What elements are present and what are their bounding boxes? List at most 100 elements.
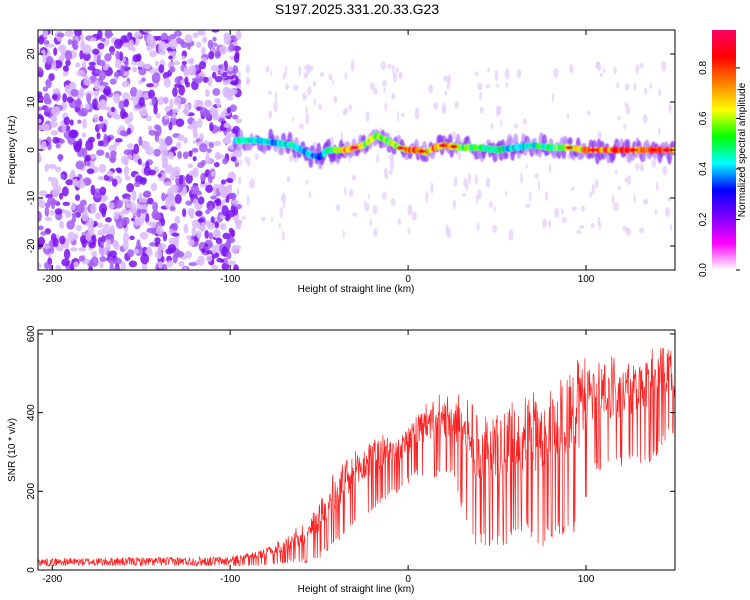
noise-blob [121, 112, 129, 118]
noise-blob [115, 138, 123, 143]
faint-blob [398, 71, 403, 80]
noise-blob [196, 41, 202, 48]
faint-blob [516, 68, 522, 79]
noise-blob [91, 250, 98, 257]
noise-blob [97, 123, 105, 129]
noise-blob [200, 172, 206, 182]
faint-blob [342, 110, 348, 116]
noise-blob [160, 217, 165, 227]
noise-blob [42, 244, 51, 249]
noise-blob [69, 119, 74, 126]
noise-blob [114, 38, 123, 50]
faint-blob [383, 87, 387, 93]
noise-blob [43, 40, 50, 45]
noise-blob [213, 161, 220, 168]
faint-blob [462, 192, 466, 198]
faint-blob [239, 159, 243, 166]
faint-blob [340, 131, 344, 141]
noise-blob [235, 221, 242, 230]
noise-blob [44, 261, 50, 270]
faint-blob [268, 90, 272, 95]
noise-blob [80, 39, 86, 51]
spectrogram-ridge [233, 128, 675, 170]
colorbar-gradient [712, 30, 736, 270]
faint-blob [618, 185, 621, 191]
noise-blob [169, 66, 176, 73]
noise-blob [202, 36, 207, 44]
faint-blob [407, 204, 413, 216]
noise-blob [63, 248, 71, 260]
noise-blob [86, 161, 91, 167]
noise-blob [67, 39, 73, 46]
noise-blob [45, 202, 51, 208]
noise-blob [127, 41, 133, 51]
noise-blob [38, 211, 42, 222]
faint-blob [246, 156, 251, 167]
faint-blob [432, 102, 439, 110]
noise-blob [156, 225, 164, 235]
noise-blob [41, 140, 47, 150]
spectrogram-xtick-label: 100 [578, 274, 595, 285]
noise-blob [77, 119, 82, 124]
noise-blob [214, 97, 220, 104]
snr-xtick-label: 0 [405, 574, 411, 585]
noise-blob [110, 150, 117, 157]
noise-blob [58, 192, 64, 200]
noise-blob [168, 200, 175, 207]
noise-blob [185, 173, 193, 184]
faint-blob [617, 115, 621, 121]
noise-blob [186, 235, 192, 240]
faint-blob [411, 211, 417, 221]
noise-blob [118, 51, 124, 62]
noise-blob [97, 175, 104, 181]
noise-blob [92, 98, 98, 110]
spectrogram-noise [38, 30, 674, 270]
noise-blob [133, 248, 139, 255]
noise-blob [194, 99, 203, 105]
noise-blob [199, 143, 208, 153]
faint-blob [268, 110, 273, 120]
faint-blob [395, 66, 400, 74]
spectrogram-ytick-label: 0 [26, 147, 37, 153]
noise-blob [105, 239, 112, 248]
noise-blob [226, 131, 231, 140]
faint-blob [305, 105, 308, 116]
noise-blob [177, 104, 182, 110]
noise-blob [71, 216, 77, 224]
noise-blob [228, 88, 238, 96]
faint-blob [625, 104, 631, 115]
faint-blob [649, 82, 653, 90]
faint-blob [591, 182, 595, 195]
noise-blob [171, 232, 180, 237]
faint-blob [626, 174, 632, 186]
faint-blob [261, 216, 266, 222]
noise-blob [168, 151, 175, 160]
faint-blob [613, 66, 617, 75]
noise-blob [44, 106, 51, 113]
ridge-halo [567, 137, 573, 145]
noise-blob [183, 266, 188, 270]
faint-blob [642, 114, 648, 124]
faint-blob [494, 69, 499, 82]
faint-blob [312, 80, 316, 87]
noise-blob [205, 209, 211, 215]
noise-blob [162, 264, 168, 270]
faint-blob [367, 193, 370, 200]
faint-blob [624, 83, 630, 91]
noise-blob [231, 199, 240, 205]
noise-blob [80, 235, 87, 244]
faint-blob [614, 170, 618, 175]
noise-blob [184, 76, 189, 85]
noise-blob [74, 62, 81, 68]
noise-blob [209, 122, 214, 132]
noise-blob [109, 78, 117, 85]
noise-blob [169, 33, 177, 40]
noise-blob [181, 60, 187, 66]
noise-blob [226, 75, 235, 80]
faint-blob [576, 229, 582, 235]
noise-blob [222, 80, 230, 86]
faint-blob [284, 83, 290, 90]
faint-blob [451, 131, 457, 140]
snr-panel: -200 -100 0 100 0 200 400 600 Height of straigh… [7, 325, 676, 595]
faint-blob [236, 187, 240, 197]
